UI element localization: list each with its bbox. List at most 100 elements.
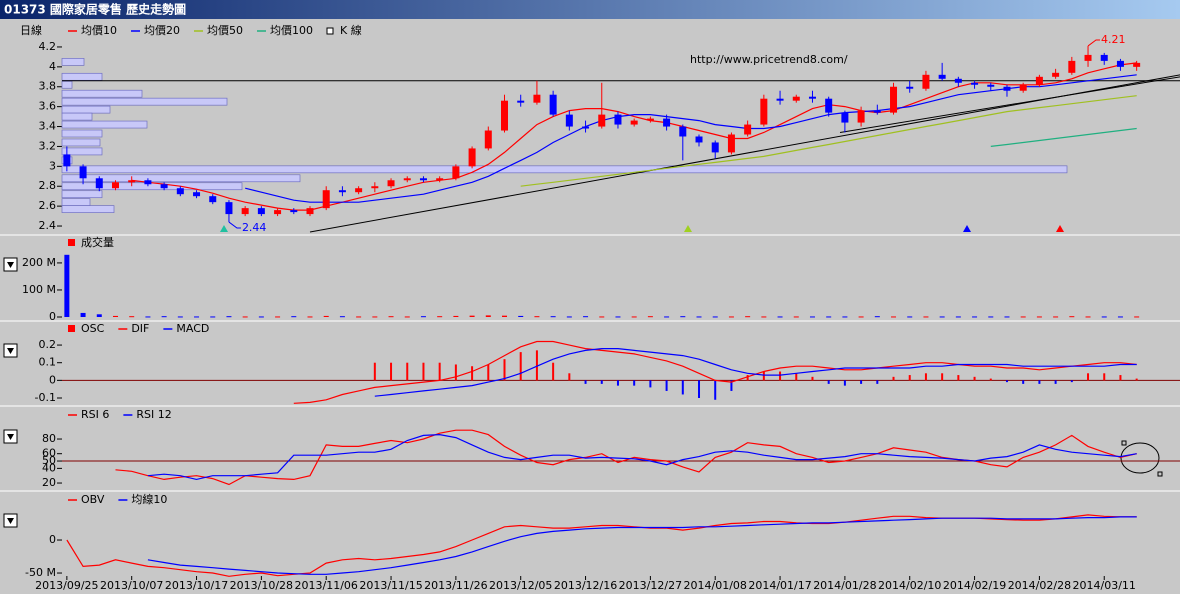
x-tick-label: 2014/01/08 bbox=[684, 579, 747, 592]
bar bbox=[1005, 380, 1008, 383]
bar bbox=[469, 315, 475, 317]
bar bbox=[406, 362, 409, 381]
bar bbox=[161, 316, 167, 318]
bar bbox=[80, 312, 86, 317]
candle-body bbox=[128, 180, 136, 183]
candle-body bbox=[825, 98, 833, 113]
bar bbox=[177, 316, 183, 318]
candle-body bbox=[95, 178, 103, 189]
legend-label: RSI 6 bbox=[81, 408, 109, 421]
y-tick-label: 4.2 bbox=[39, 40, 57, 53]
x-tick-label: 2014/01/28 bbox=[813, 579, 876, 592]
bar bbox=[129, 316, 135, 318]
panel-toggles[interactable] bbox=[3, 257, 18, 528]
bar bbox=[568, 373, 571, 381]
price-volume-bar bbox=[61, 80, 73, 89]
price-volume-bar bbox=[61, 112, 93, 121]
bar bbox=[827, 380, 830, 384]
legend-label: RSI 12 bbox=[136, 408, 171, 421]
candle-body bbox=[711, 142, 719, 153]
price-volume-bar bbox=[61, 58, 85, 66]
chart-title: 01373 國際家居零售 歷史走勢圖 bbox=[4, 2, 186, 17]
bar bbox=[583, 316, 589, 318]
panel-label: 日線 bbox=[20, 23, 42, 37]
bar bbox=[876, 380, 879, 384]
bar bbox=[339, 316, 345, 318]
bar bbox=[1085, 316, 1091, 318]
candle-body bbox=[63, 154, 71, 167]
candle-body bbox=[792, 96, 800, 101]
bar bbox=[422, 362, 425, 381]
candle-body bbox=[517, 100, 525, 103]
bar bbox=[112, 315, 118, 317]
candle-body bbox=[436, 178, 444, 181]
bar bbox=[453, 315, 459, 317]
y-tick-label: 0 bbox=[49, 310, 56, 323]
bar bbox=[988, 316, 994, 318]
bar bbox=[616, 380, 619, 386]
candle-body bbox=[468, 148, 476, 167]
bar bbox=[373, 362, 376, 381]
x-tick-label: 2013/10/28 bbox=[230, 579, 293, 592]
x-tick-label: 2014/02/10 bbox=[878, 579, 941, 592]
legend-label: OBV bbox=[81, 493, 105, 506]
bar bbox=[1038, 380, 1041, 384]
bar bbox=[809, 316, 815, 318]
series-line bbox=[990, 127, 1137, 147]
candle-body bbox=[144, 180, 152, 185]
y-tick-label: 20 bbox=[42, 476, 56, 489]
candle-body bbox=[679, 126, 687, 137]
bar bbox=[1054, 380, 1057, 384]
annotation-leader bbox=[1087, 39, 1101, 47]
x-tick-label: 2014/02/28 bbox=[1008, 579, 1071, 592]
candle-body bbox=[533, 94, 541, 103]
y-tick-label: 3.8 bbox=[39, 80, 57, 93]
bar bbox=[989, 378, 992, 381]
legend-label: DIF bbox=[131, 322, 149, 335]
candle-body bbox=[452, 166, 460, 179]
candle-body bbox=[614, 114, 622, 125]
x-tick-label: 2013/12/05 bbox=[489, 579, 552, 592]
series-line bbox=[131, 62, 1137, 211]
series-line bbox=[245, 74, 1137, 203]
candle-body bbox=[549, 94, 557, 115]
legend-label: OSC bbox=[81, 322, 105, 335]
y-tick-label: -50 M bbox=[25, 566, 56, 579]
candle-body bbox=[630, 120, 638, 125]
bar bbox=[535, 350, 538, 381]
candle-body bbox=[193, 192, 201, 197]
price-volume-bar bbox=[61, 72, 103, 81]
bar bbox=[534, 316, 540, 318]
y-tick-label: 2.4 bbox=[39, 219, 57, 232]
series-line bbox=[147, 433, 1137, 481]
bar bbox=[858, 316, 864, 318]
y-tick-label: 200 M bbox=[22, 256, 56, 269]
title-bar bbox=[0, 0, 1180, 19]
candle-body bbox=[744, 124, 752, 135]
legend-label: K 線 bbox=[340, 23, 362, 37]
candle-body bbox=[338, 190, 346, 193]
bar bbox=[730, 380, 733, 391]
bar bbox=[957, 375, 960, 381]
bar bbox=[973, 376, 976, 381]
candle-body bbox=[1084, 54, 1092, 61]
bar bbox=[1135, 378, 1138, 381]
price-volume-bar bbox=[61, 174, 301, 183]
bar bbox=[665, 380, 668, 391]
bar bbox=[372, 316, 378, 318]
bar bbox=[681, 380, 684, 395]
candle-body bbox=[160, 184, 168, 189]
candle-body bbox=[1035, 76, 1043, 85]
candle-body bbox=[371, 186, 379, 189]
candle-body bbox=[111, 182, 119, 189]
candle-body bbox=[387, 180, 395, 187]
price-volume-bar bbox=[61, 165, 1068, 174]
price-volume-bar bbox=[61, 198, 91, 207]
bar bbox=[356, 316, 362, 318]
candle-body bbox=[322, 190, 330, 209]
price-volume-bar bbox=[61, 190, 103, 199]
price-volume-bar bbox=[61, 89, 143, 98]
y-tick-label: 50 bbox=[42, 454, 56, 467]
bar bbox=[307, 316, 313, 318]
